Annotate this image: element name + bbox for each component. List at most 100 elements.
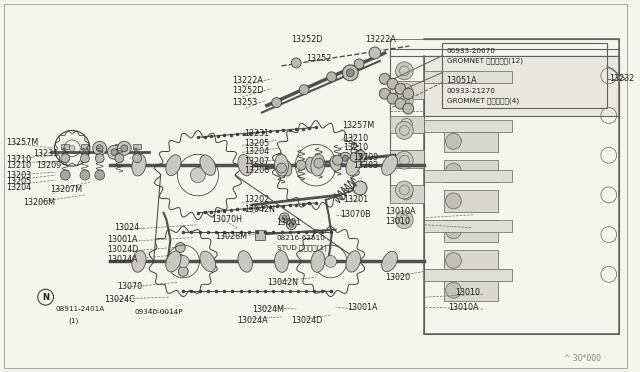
Circle shape xyxy=(445,253,461,268)
Text: 13070: 13070 xyxy=(117,282,143,291)
Circle shape xyxy=(357,153,363,159)
Circle shape xyxy=(324,256,337,267)
Text: 13042N: 13042N xyxy=(244,205,275,214)
Bar xyxy=(444,190,498,212)
Bar xyxy=(424,170,513,182)
Text: 13051A: 13051A xyxy=(447,76,477,85)
Circle shape xyxy=(95,170,104,180)
Ellipse shape xyxy=(238,154,252,176)
Text: 13070H: 13070H xyxy=(211,215,242,224)
Bar xyxy=(61,144,69,149)
Circle shape xyxy=(60,170,70,180)
Bar xyxy=(255,230,265,240)
Circle shape xyxy=(395,83,406,94)
Circle shape xyxy=(342,65,358,81)
Bar xyxy=(390,81,424,99)
Text: 13024D: 13024D xyxy=(291,317,323,326)
Circle shape xyxy=(132,154,141,163)
Circle shape xyxy=(296,160,306,170)
Ellipse shape xyxy=(305,157,317,173)
Circle shape xyxy=(445,163,461,179)
Bar xyxy=(424,56,619,116)
Text: 13024C: 13024C xyxy=(104,295,135,304)
Text: 13231: 13231 xyxy=(33,149,58,158)
Text: 13010: 13010 xyxy=(456,288,481,297)
Text: 13042N: 13042N xyxy=(267,278,298,287)
Text: 13024M: 13024M xyxy=(252,305,284,314)
Ellipse shape xyxy=(238,251,252,272)
Bar xyxy=(96,144,104,149)
Circle shape xyxy=(353,181,367,195)
Text: 13206M: 13206M xyxy=(23,198,55,207)
Text: 13209: 13209 xyxy=(353,153,378,162)
Text: 13028M: 13028M xyxy=(216,232,248,241)
Text: 08216-62510: 08216-62510 xyxy=(276,235,326,241)
Bar xyxy=(444,250,498,271)
Circle shape xyxy=(445,134,461,149)
Circle shape xyxy=(121,145,128,152)
Text: 13202: 13202 xyxy=(244,195,269,204)
Circle shape xyxy=(445,223,461,238)
Circle shape xyxy=(287,220,296,230)
Text: 13205: 13205 xyxy=(244,139,269,148)
Ellipse shape xyxy=(311,251,325,272)
Circle shape xyxy=(175,254,185,264)
Text: GROMNET グロメット(12): GROMNET グロメット(12) xyxy=(447,58,523,64)
Circle shape xyxy=(342,155,348,161)
Circle shape xyxy=(69,145,75,151)
Circle shape xyxy=(395,98,406,109)
Circle shape xyxy=(314,158,324,168)
Circle shape xyxy=(95,154,104,163)
Bar xyxy=(442,43,607,108)
Text: 13231: 13231 xyxy=(244,129,269,138)
Circle shape xyxy=(369,47,381,59)
Bar xyxy=(133,144,141,149)
Circle shape xyxy=(271,98,282,108)
Circle shape xyxy=(179,266,188,276)
Text: 13222A: 13222A xyxy=(365,35,396,44)
Circle shape xyxy=(380,73,390,84)
Text: 13070B: 13070B xyxy=(340,210,371,219)
Text: 13024: 13024 xyxy=(115,223,140,232)
Text: 13201: 13201 xyxy=(344,195,369,204)
Circle shape xyxy=(339,152,351,164)
Circle shape xyxy=(387,78,398,89)
Circle shape xyxy=(117,141,131,155)
Circle shape xyxy=(354,59,364,69)
Ellipse shape xyxy=(166,251,181,272)
Bar xyxy=(424,220,513,232)
Ellipse shape xyxy=(346,154,360,176)
Text: 00933-20670: 00933-20670 xyxy=(447,48,495,54)
Circle shape xyxy=(387,93,398,104)
Ellipse shape xyxy=(381,251,397,272)
Circle shape xyxy=(396,181,413,199)
Text: 13210: 13210 xyxy=(6,155,31,164)
Ellipse shape xyxy=(132,251,146,272)
Circle shape xyxy=(326,72,337,82)
Text: 13204: 13204 xyxy=(244,147,269,156)
Text: ^ 30*000: ^ 30*000 xyxy=(564,354,601,363)
Text: 00933-21270: 00933-21270 xyxy=(447,88,495,94)
Circle shape xyxy=(80,170,90,180)
Text: 13210: 13210 xyxy=(6,161,31,170)
Bar xyxy=(424,121,513,132)
Text: 13024A: 13024A xyxy=(108,255,138,264)
Ellipse shape xyxy=(132,154,146,176)
Circle shape xyxy=(396,62,413,80)
Circle shape xyxy=(403,88,413,99)
Ellipse shape xyxy=(275,250,289,272)
Text: 13207: 13207 xyxy=(244,157,269,166)
Text: 13203: 13203 xyxy=(353,161,378,170)
Circle shape xyxy=(354,150,366,162)
Ellipse shape xyxy=(311,154,325,176)
Circle shape xyxy=(177,256,189,267)
Circle shape xyxy=(396,151,413,169)
Ellipse shape xyxy=(381,155,397,175)
Text: 13001A: 13001A xyxy=(348,302,378,312)
Circle shape xyxy=(299,85,309,95)
Circle shape xyxy=(396,122,413,140)
Ellipse shape xyxy=(330,155,341,171)
Ellipse shape xyxy=(281,160,292,176)
Text: 13252D: 13252D xyxy=(291,35,323,44)
Text: 13207M: 13207M xyxy=(51,186,83,195)
